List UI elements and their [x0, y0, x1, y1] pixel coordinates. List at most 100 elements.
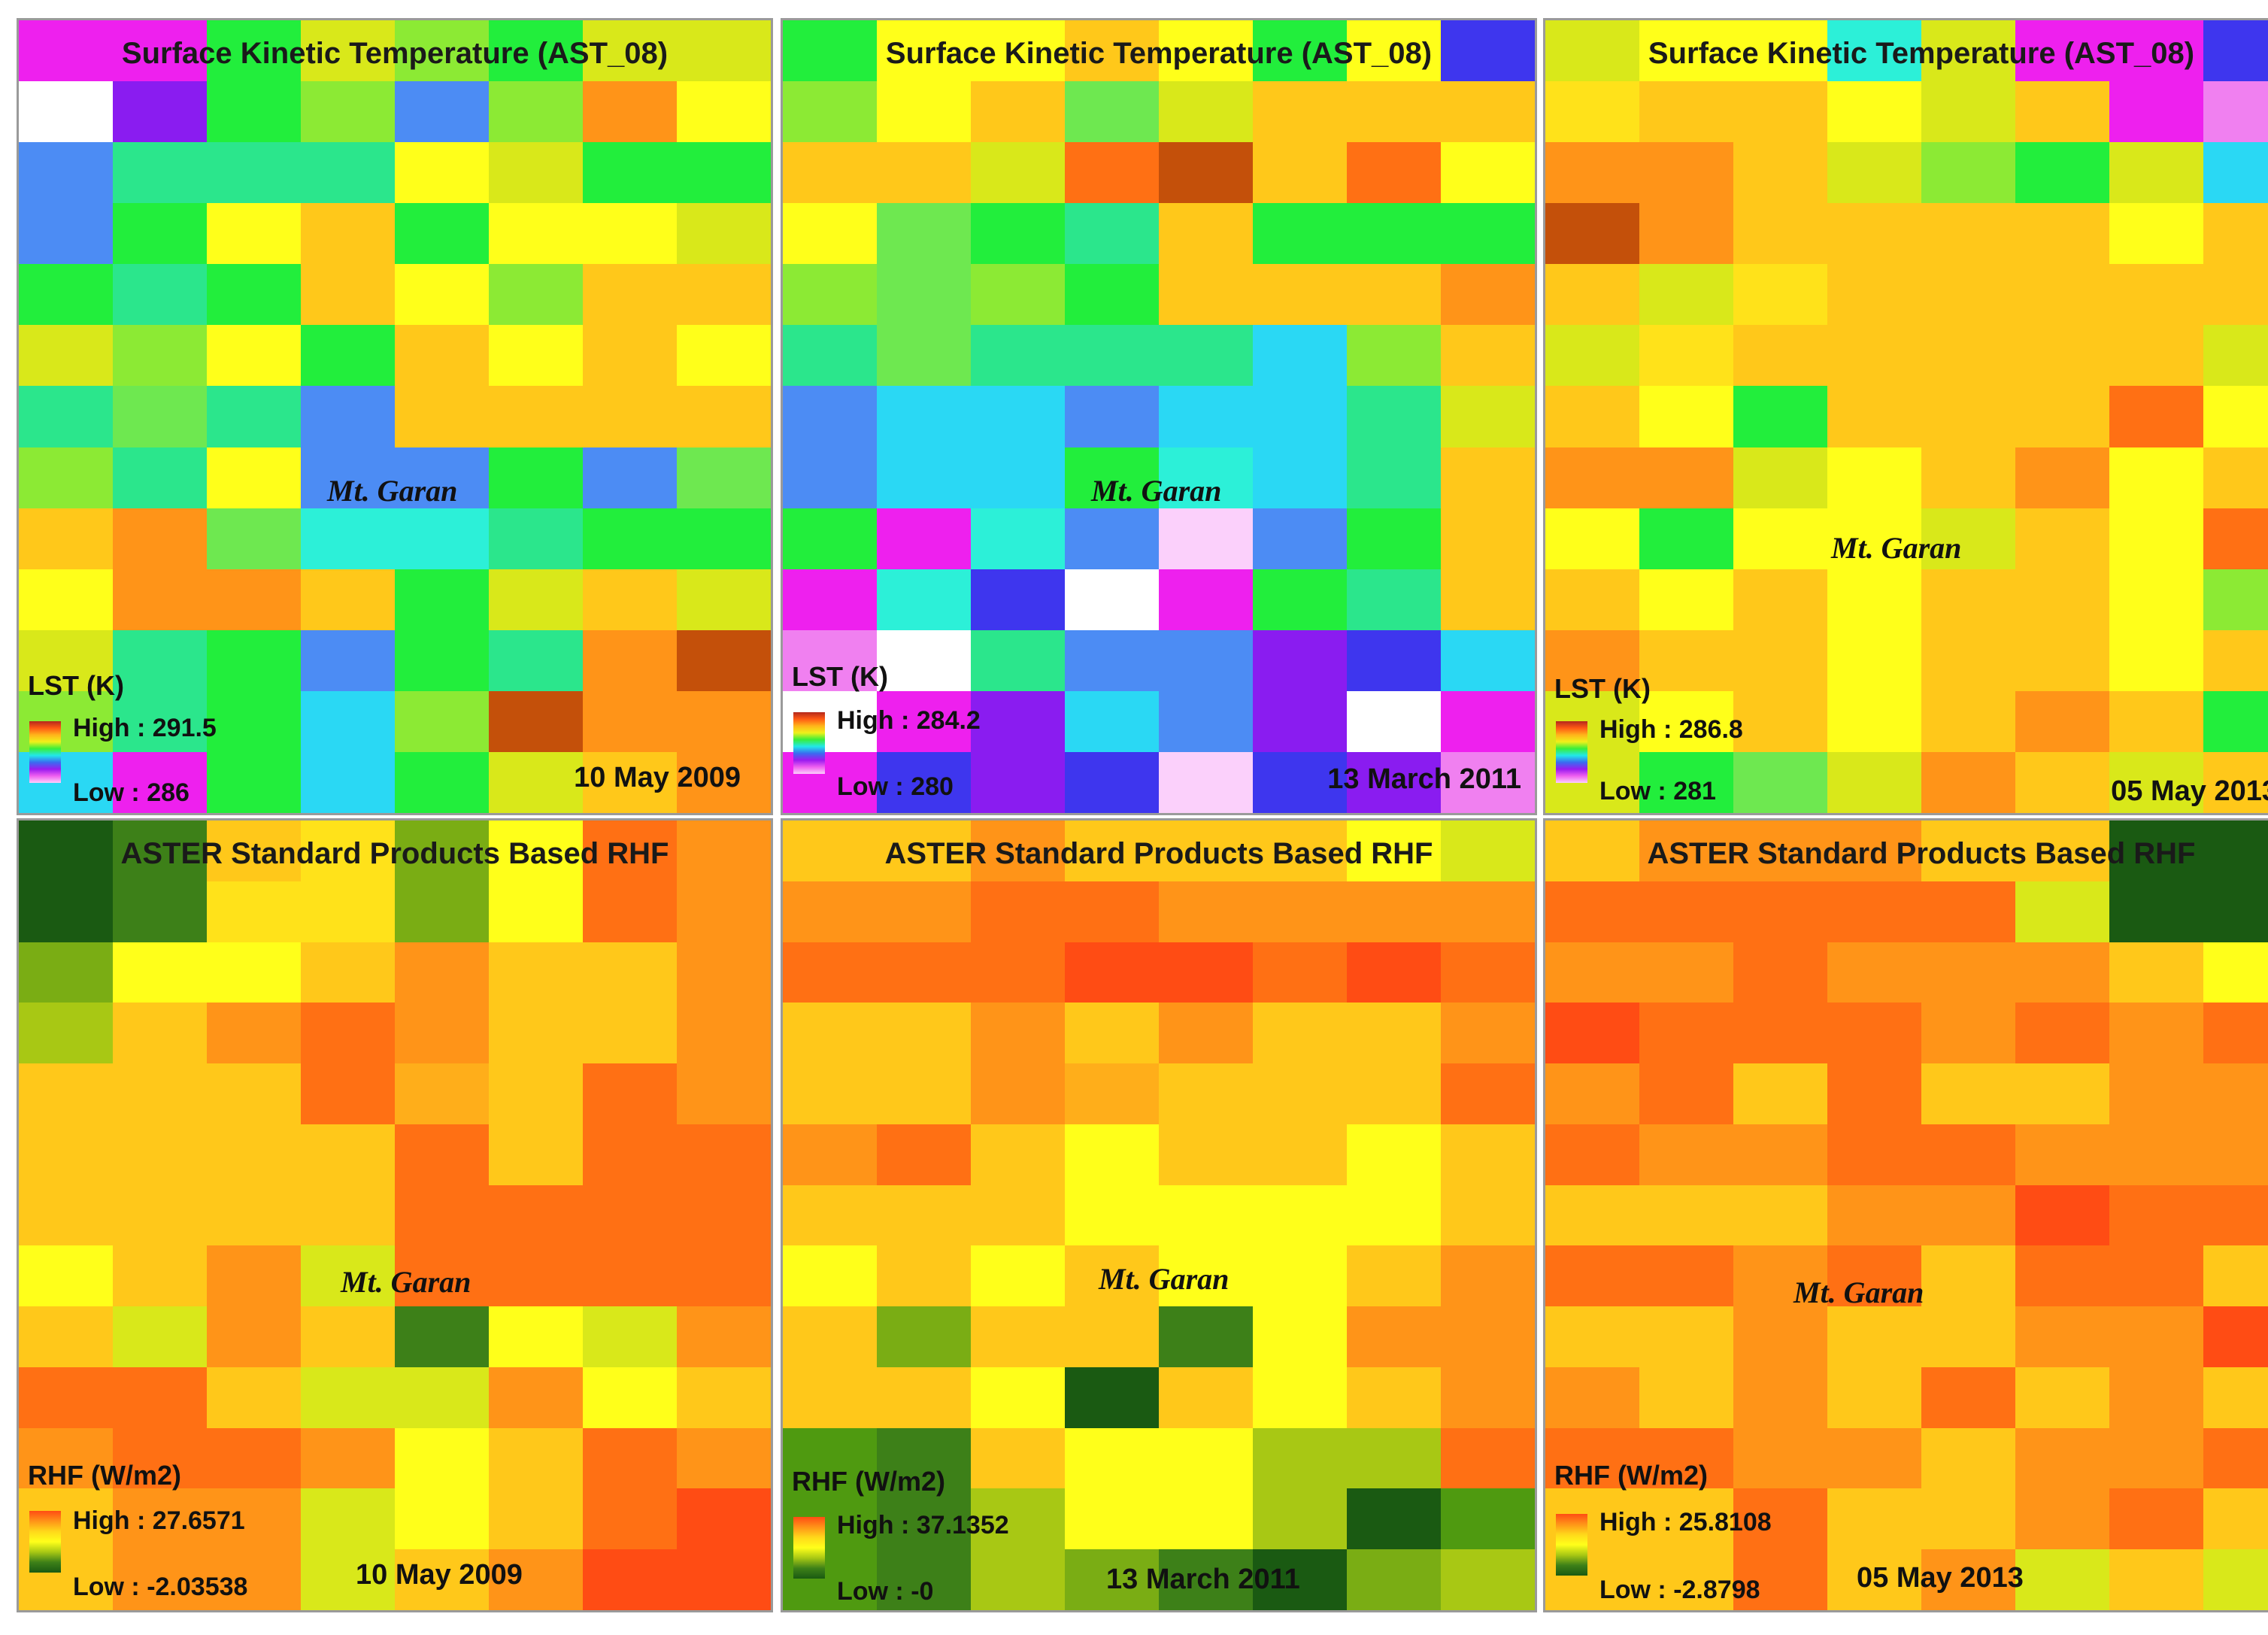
raster-cell	[583, 1063, 677, 1124]
raster-cell	[1921, 1367, 2015, 1428]
raster-cell	[1733, 1245, 1827, 1307]
raster-cell	[1733, 1427, 1827, 1489]
raster-cell	[207, 1124, 301, 1185]
raster-cell	[19, 1427, 113, 1489]
raster-cell	[583, 1185, 677, 1246]
raster-cell	[1159, 1245, 1253, 1307]
raster-cell	[2203, 569, 2268, 630]
raster-cell	[207, 629, 301, 691]
lst-raster-grid	[1545, 20, 2268, 813]
raster-cell	[2015, 881, 2109, 942]
raster-cell	[1545, 142, 1639, 204]
raster-cell	[1065, 1003, 1159, 1064]
raster-cell	[971, 325, 1065, 387]
raster-cell	[2203, 629, 2268, 691]
raster-cell	[1441, 569, 1535, 630]
raster-cell	[1733, 751, 1827, 813]
raster-cell	[1545, 1306, 1639, 1367]
raster-cell	[1827, 881, 1921, 942]
raster-cell	[1347, 1367, 1441, 1428]
raster-cell	[395, 325, 489, 387]
raster-cell	[783, 142, 877, 204]
legend-high-label: High : 37.1352	[837, 1511, 1009, 1539]
raster-cell	[1347, 1063, 1441, 1124]
raster-cell	[1065, 142, 1159, 204]
raster-cell	[395, 1549, 489, 1610]
raster-cell	[1733, 264, 1827, 326]
raster-cell	[1253, 751, 1347, 813]
raster-cell	[877, 1488, 971, 1550]
raster-cell	[489, 81, 583, 143]
raster-cell	[783, 1427, 877, 1489]
raster-cell	[301, 1245, 395, 1307]
raster-cell	[113, 1063, 207, 1124]
raster-cell	[877, 142, 971, 204]
raster-cell	[1639, 447, 1733, 508]
raster-cell	[877, 1306, 971, 1367]
raster-cell	[1441, 1488, 1535, 1550]
raster-cell	[1253, 508, 1347, 569]
raster-cell	[971, 1549, 1065, 1610]
raster-cell	[1827, 751, 1921, 813]
raster-cell	[2015, 942, 2109, 1003]
raster-cell	[2109, 386, 2203, 447]
raster-cell	[1159, 142, 1253, 204]
panel-title: ASTER Standard Products Based RHF	[120, 837, 669, 870]
raster-cell	[1347, 447, 1441, 508]
raster-cell	[19, 1003, 113, 1064]
raster-cell	[2015, 1306, 2109, 1367]
raster-cell	[1921, 751, 2015, 813]
raster-cell	[2109, 821, 2203, 881]
raster-cell	[2015, 1549, 2109, 1610]
raster-cell	[2015, 751, 2109, 813]
raster-cell	[1733, 942, 1827, 1003]
raster-cell	[113, 386, 207, 447]
raster-cell	[207, 1488, 301, 1550]
raster-cell	[2109, 1003, 2203, 1064]
raster-cell	[301, 20, 395, 82]
raster-cell	[2203, 690, 2268, 752]
raster-cell	[2109, 508, 2203, 569]
raster-cell	[207, 569, 301, 630]
raster-cell	[395, 81, 489, 143]
raster-cell	[1253, 629, 1347, 691]
raster-cell	[1065, 881, 1159, 942]
raster-cell	[1827, 203, 1921, 265]
raster-cell	[1441, 751, 1535, 813]
raster-cell	[1065, 81, 1159, 143]
raster-cell	[2203, 1549, 2268, 1610]
date-label: 05 May 2013	[2111, 775, 2268, 807]
raster-cell	[1253, 1245, 1347, 1307]
raster-cell	[301, 690, 395, 752]
raster-cell	[301, 1427, 395, 1489]
raster-cell	[877, 1063, 971, 1124]
raster-cell	[301, 264, 395, 326]
raster-cell	[19, 264, 113, 326]
raster-cell	[19, 1245, 113, 1307]
raster-cell	[1827, 20, 1921, 82]
raster-cell	[877, 20, 971, 82]
raster-cell	[1347, 1003, 1441, 1064]
raster-cell	[19, 447, 113, 508]
raster-cell	[1733, 508, 1827, 569]
raster-cell	[2203, 1488, 2268, 1550]
raster-cell	[1159, 386, 1253, 447]
raster-cell	[113, 1003, 207, 1064]
raster-cell	[395, 1245, 489, 1307]
lst-map-panel-2009: Surface Kinetic Temperature (AST_08) Mt.…	[17, 18, 773, 815]
raster-cell	[1159, 1063, 1253, 1124]
raster-cell	[301, 1367, 395, 1428]
raster-cell	[2015, 447, 2109, 508]
raster-cell	[1159, 690, 1253, 752]
raster-cell	[207, 325, 301, 387]
raster-cell	[1159, 1367, 1253, 1428]
raster-cell	[1347, 1185, 1441, 1246]
raster-cell	[2109, 203, 2203, 265]
raster-cell	[971, 1003, 1065, 1064]
raster-cell	[877, 203, 971, 265]
panel-title: Surface Kinetic Temperature (AST_08)	[885, 37, 1433, 70]
raster-cell	[1159, 1427, 1253, 1489]
raster-cell	[19, 142, 113, 204]
raster-cell	[1253, 1367, 1347, 1428]
lst-raster-grid	[19, 20, 771, 813]
